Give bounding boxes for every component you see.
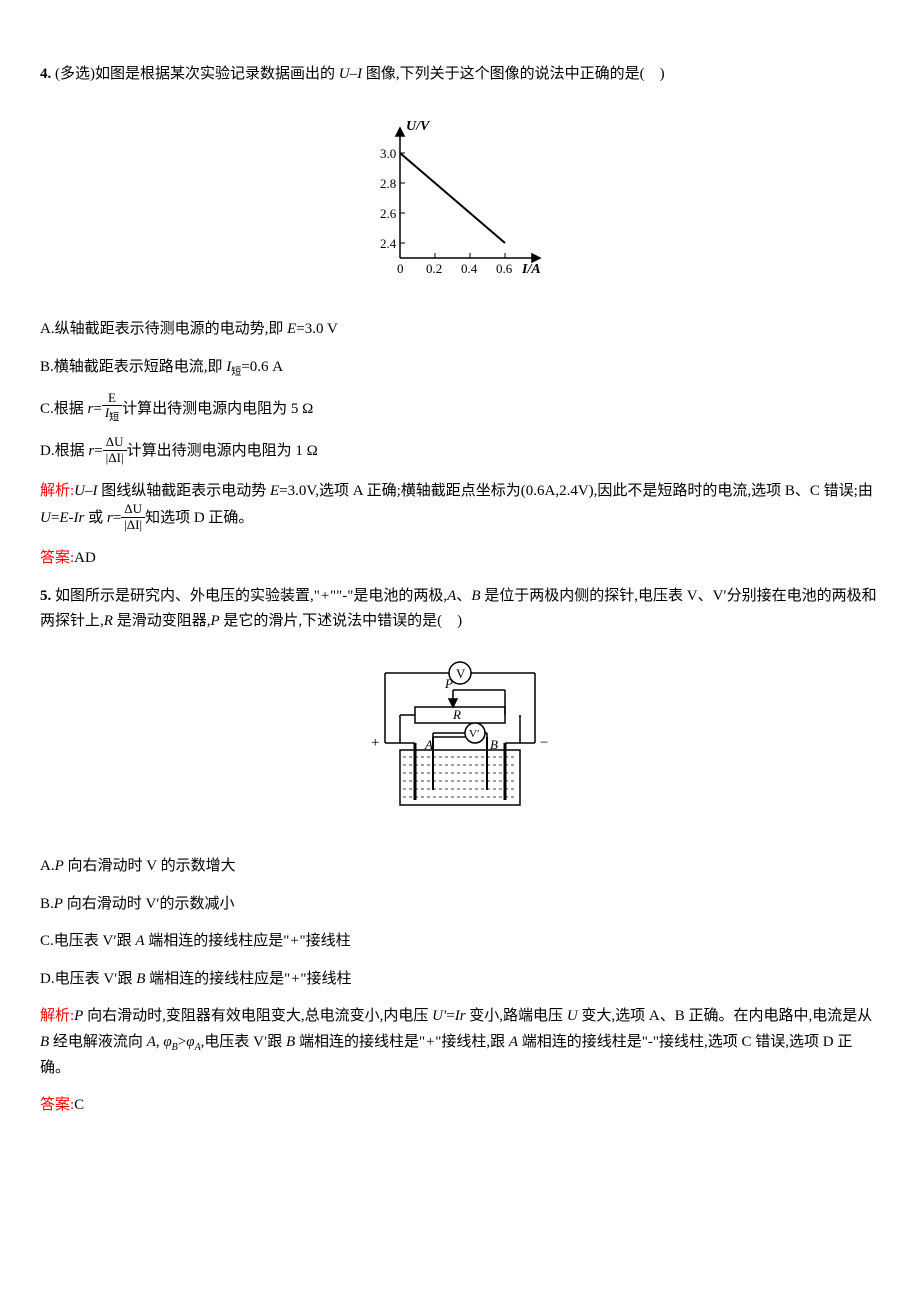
q4b-sub: 短 bbox=[231, 367, 241, 378]
xtick-1: 0.2 bbox=[426, 261, 442, 276]
q4e-E: E bbox=[270, 483, 279, 499]
Vp-label: V′ bbox=[469, 728, 479, 740]
q4c-num: E bbox=[102, 391, 122, 406]
q4b-pre: B.横轴截距表示短路电流,即 bbox=[40, 359, 226, 375]
q4e-Ir: Ir bbox=[73, 511, 84, 527]
q5-option-b: B.P 向右滑动时 V′的示数减小 bbox=[40, 892, 880, 918]
q4-option-b: B.横轴截距表示短路电流,即 I短=0.6 A bbox=[40, 355, 880, 381]
q4e-t1: 图线纵轴截距表示电动势 bbox=[98, 483, 271, 499]
xtick-3: 0.6 bbox=[496, 261, 513, 276]
q4e-t3: 知选项 D 正确。 bbox=[145, 511, 253, 527]
q5-stem: 5. 如图所示是研究内、外电压的实验装置,"+""-"是电池的两极,A、B 是位… bbox=[40, 584, 880, 635]
q5-expl-label: 解析: bbox=[40, 1008, 74, 1024]
q4e-U2: U bbox=[40, 511, 51, 527]
xtick-2: 0.4 bbox=[461, 261, 478, 276]
q4c-den: I短 bbox=[102, 406, 122, 424]
ylabel: U/V bbox=[406, 119, 431, 134]
q5-option-d: D.电压表 V′跟 B 端相连的接线柱应是"+"接线柱 bbox=[40, 967, 880, 993]
q4c-post: 计算出待测电源内电阻为 5 Ω bbox=[122, 400, 313, 416]
q4a-post: =3.0 V bbox=[296, 321, 338, 337]
ytick-0: 2.4 bbox=[380, 236, 397, 251]
ytick-2: 2.8 bbox=[380, 176, 396, 191]
q4e-fraction: ΔU|ΔI| bbox=[121, 502, 145, 532]
q4-stem-text2: 图像,下列关于这个图像的说法中正确的是( ) bbox=[362, 66, 665, 82]
V-label: V bbox=[456, 666, 466, 681]
q4-stem: 4. (多选)如图是根据某次实验记录数据画出的 U–I 图像,下列关于这个图像的… bbox=[40, 62, 880, 88]
B-label: B bbox=[490, 737, 498, 752]
q4-stem-text1: (多选)如图是根据某次实验记录数据画出的 bbox=[55, 66, 339, 82]
q4a-E: E bbox=[287, 321, 296, 337]
q5-ans: C bbox=[74, 1097, 84, 1113]
xlabel: I/A bbox=[521, 262, 541, 277]
q5-circuit: V V′ P R A B + − bbox=[40, 655, 880, 835]
plus-label: + bbox=[371, 735, 379, 751]
q5-option-c: C.电压表 V′跟 A 端相连的接线柱应是"+"接线柱 bbox=[40, 929, 880, 955]
q5-number: 5. bbox=[40, 588, 51, 604]
q4c-fraction: EI短 bbox=[102, 391, 122, 424]
q5-explanation: 解析:P 向右滑动时,变阻器有效电阻变大,总电流变小,内电压 U′=Ir 变小,… bbox=[40, 1004, 880, 1081]
q4-answer: 答案:AD bbox=[40, 546, 880, 572]
q4e-t2: =3.0V,选项 A 正确;横轴截距点坐标为(0.6A,2.4V),因此不是短路… bbox=[279, 483, 873, 499]
ytick-3: 3.0 bbox=[380, 146, 396, 161]
P-label: P bbox=[444, 676, 453, 691]
ytick-1: 2.6 bbox=[380, 206, 397, 221]
q4-number: 4. bbox=[40, 66, 51, 82]
q5-ans-label: 答案: bbox=[40, 1097, 74, 1113]
q4b-post: =0.6 A bbox=[241, 359, 283, 375]
q4d-post: 计算出待测电源内电阻为 1 Ω bbox=[127, 444, 318, 460]
q4-expl-label: 解析: bbox=[40, 483, 74, 499]
q4-ans-label: 答案: bbox=[40, 550, 74, 566]
q4e-U: U bbox=[74, 483, 85, 499]
q4-dash: – bbox=[350, 66, 358, 82]
q4d-den: |ΔI| bbox=[103, 451, 127, 465]
q4d-pre: D.根据 bbox=[40, 444, 88, 460]
q5-answer: 答案:C bbox=[40, 1093, 880, 1119]
q4-option-a: A.纵轴截距表示待测电源的电动势,即 E=3.0 V bbox=[40, 317, 880, 343]
q4a-pre: A.纵轴截距表示待测电源的电动势,即 bbox=[40, 321, 287, 337]
q4-option-d: D.根据 r=ΔU|ΔI|计算出待测电源内电阻为 1 Ω bbox=[40, 437, 880, 467]
q5-option-a: A.P 向右滑动时 V 的示数增大 bbox=[40, 854, 880, 880]
q4d-num: ΔU bbox=[103, 435, 127, 450]
q4-var-U: U bbox=[339, 66, 350, 82]
q4-option-c: C.根据 r=EI短计算出待测电源内电阻为 5 Ω bbox=[40, 393, 880, 426]
q4c-eq: = bbox=[93, 400, 101, 416]
R-label: R bbox=[452, 707, 461, 722]
minus-label: − bbox=[540, 735, 548, 751]
q4-graph: 3.0 2.8 2.6 2.4 0 0.2 0.4 0.6 U/V I/A bbox=[40, 108, 880, 298]
q4c-pre: C.根据 bbox=[40, 400, 88, 416]
q4-ans: AD bbox=[74, 550, 96, 566]
q4-explanation: 解析:U–I 图线纵轴截距表示电动势 E=3.0V,选项 A 正确;横轴截距点坐… bbox=[40, 479, 880, 534]
A-label: A bbox=[424, 737, 433, 752]
q4d-eq: = bbox=[94, 444, 102, 460]
xtick-0: 0 bbox=[397, 261, 404, 276]
q4d-fraction: ΔU|ΔI| bbox=[103, 435, 127, 465]
